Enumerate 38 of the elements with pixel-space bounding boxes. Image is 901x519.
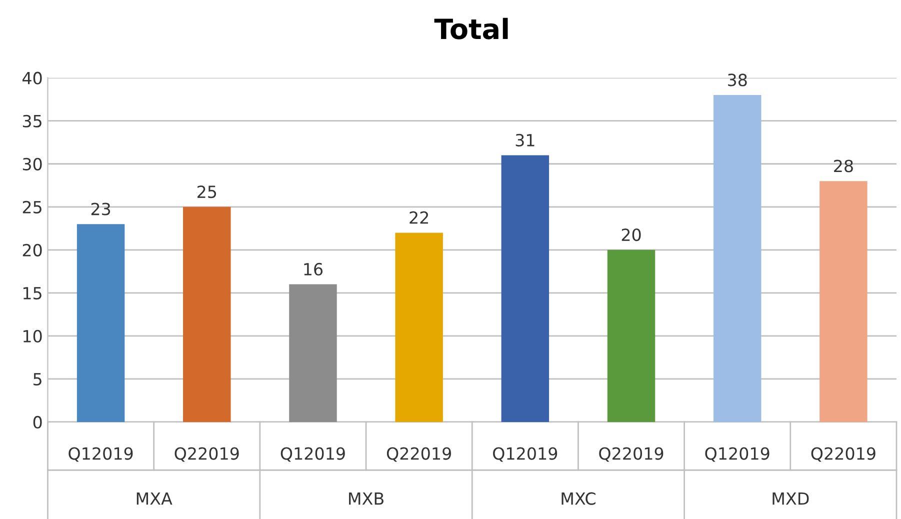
x-tick-label: Q22019 (174, 447, 239, 462)
bar (607, 250, 656, 422)
x-tick-label: Q12019 (68, 447, 133, 462)
data-label: 20 (622, 228, 641, 242)
y-tick-label: 40 (22, 72, 42, 84)
data-label: 31 (516, 134, 534, 146)
text: MXA (136, 492, 172, 505)
y-tick-label: 25 (22, 200, 42, 214)
text: MXB (349, 492, 384, 505)
bar (76, 224, 125, 422)
y-tick-label: 10 (24, 330, 42, 342)
bar (289, 284, 337, 422)
data-label: 38 (728, 74, 747, 86)
x-tick-label: Q12019 (493, 447, 558, 462)
text: MXD (772, 492, 809, 505)
x-tick-label: Q12019 (705, 447, 770, 462)
x-tick-label: Q22019 (599, 447, 664, 462)
data-label: 25 (198, 185, 216, 198)
y-tick-label: 5 (34, 373, 42, 386)
data-label: 16 (304, 262, 323, 276)
data-label: 28 (834, 160, 853, 172)
bar (820, 181, 868, 422)
x-tick-label: Q22019 (811, 447, 876, 462)
data-label: 23 (91, 202, 110, 216)
chart-title: Total (434, 18, 508, 40)
x-tick-label: Q22019 (386, 447, 451, 462)
bar (713, 95, 762, 422)
y-tick-label: 30 (22, 158, 42, 170)
bar (395, 232, 443, 422)
bar (183, 206, 231, 422)
y-tick-label: 15 (24, 287, 42, 300)
y-tick-label: 35 (22, 114, 42, 128)
y-tick-label: 0 (33, 416, 42, 429)
y-tick-label: 20 (22, 244, 42, 256)
text: MXC (562, 492, 596, 505)
data-label: 22 (410, 211, 428, 224)
x-tick-label: Q12019 (280, 447, 345, 462)
bar (501, 155, 550, 422)
